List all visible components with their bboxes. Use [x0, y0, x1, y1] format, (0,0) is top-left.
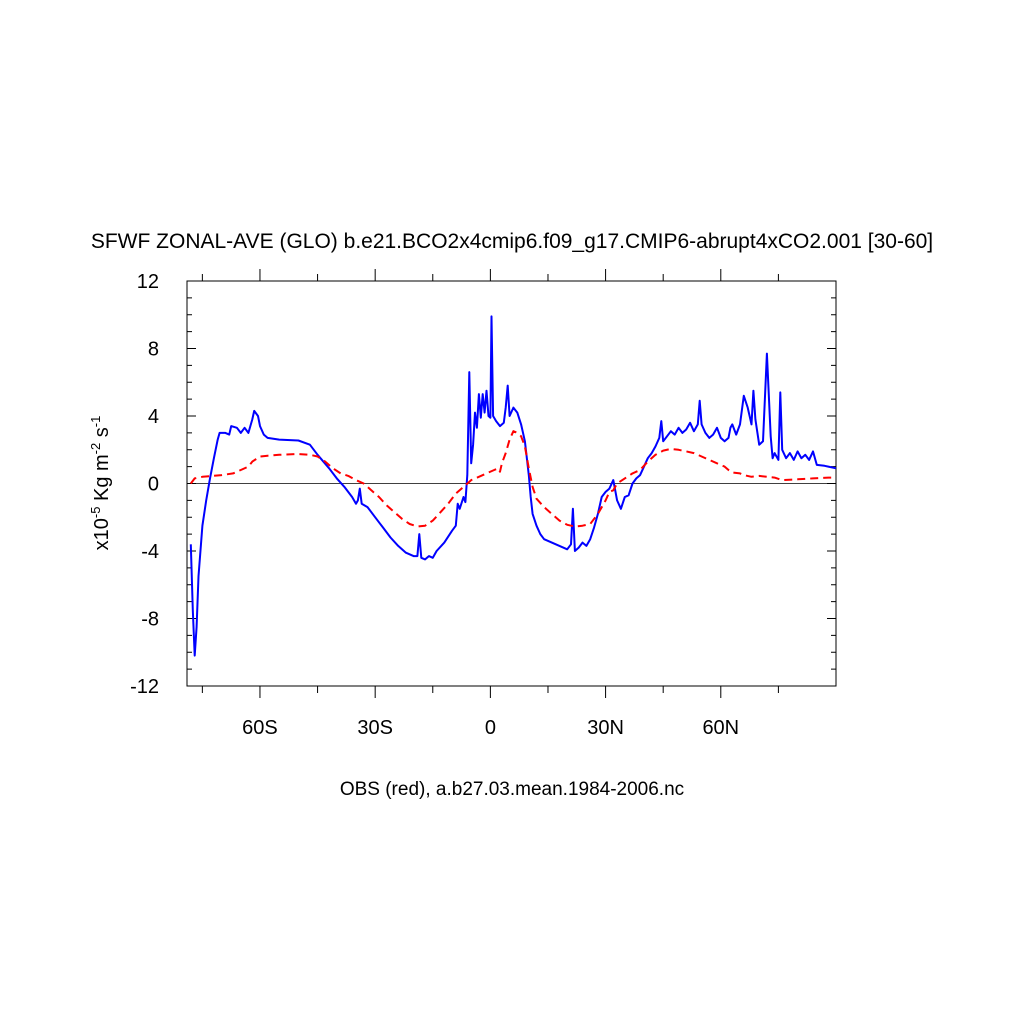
chart-title: SFWF ZONAL-AVE (GLO) b.e21.BCO2x4cmip6.f…: [91, 230, 933, 253]
series-layer: [189, 315, 837, 657]
y-label-exp2: -2: [88, 443, 103, 455]
x-tick-label: 60N: [702, 717, 739, 739]
y-label-unit2: s: [91, 427, 113, 443]
y-tick-label: -8: [141, 609, 159, 631]
y-tick-label: 8: [148, 339, 159, 361]
plot-area: 12 8 4 0 -4 -8 -12 60S 30S 0 30N 60N: [130, 269, 837, 739]
y-tick-label: 0: [148, 474, 159, 496]
y-tick-label: -12: [130, 676, 159, 698]
x-tick-label: 60S: [242, 717, 278, 739]
y-tick-label: -4: [141, 541, 159, 563]
y-label-exp3: -1: [88, 416, 103, 428]
y-axis-label: x10-5 Kg m-2 s-1: [88, 416, 113, 551]
y-label-unit1: Kg m: [91, 454, 113, 506]
y-tick-label: 12: [137, 271, 159, 293]
y-label-base: x10: [91, 518, 113, 550]
x-tick-label: 0: [485, 717, 496, 739]
y-tick-label: 4: [148, 406, 159, 428]
series-line-2: [190, 430, 836, 528]
x-axis-label: OBS (red), a.b27.03.mean.1984-2006.nc: [340, 779, 684, 800]
x-axis-ticks: 60S 30S 0 30N 60N: [201, 269, 779, 739]
series-line-1: [189, 315, 837, 657]
x-tick-label: 30S: [357, 717, 393, 739]
y-label-exp1: -5: [88, 507, 103, 519]
x-tick-label: 30N: [587, 717, 624, 739]
y-axis-ticks: 12 8 4 0 -4 -8 -12: [130, 271, 836, 698]
